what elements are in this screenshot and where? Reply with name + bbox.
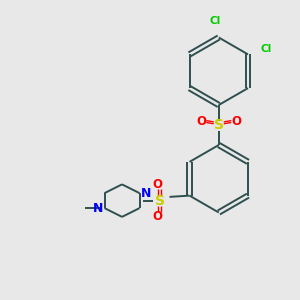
Text: S: S: [214, 118, 224, 132]
Text: O: O: [196, 115, 206, 128]
Text: Cl: Cl: [209, 16, 220, 26]
Text: S: S: [154, 194, 164, 208]
Text: Cl: Cl: [260, 44, 272, 54]
Text: O: O: [231, 115, 241, 128]
Text: N: N: [141, 187, 151, 200]
Text: N: N: [93, 202, 104, 214]
Text: O: O: [152, 210, 162, 224]
Text: O: O: [152, 178, 162, 191]
